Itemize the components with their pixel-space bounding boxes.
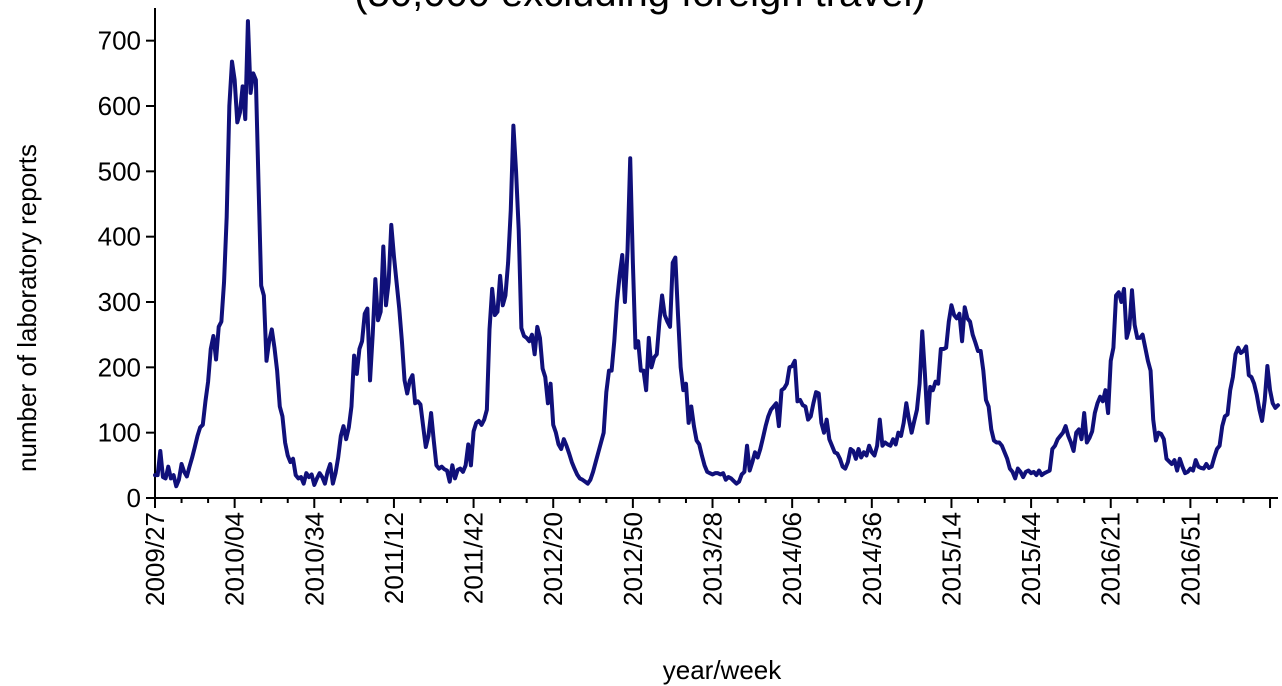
- y-axis-title: number of laboratory reports: [12, 144, 42, 472]
- x-tick-label: 2011/12: [379, 512, 409, 604]
- axes: [154, 8, 1278, 499]
- y-axis-ticks: 0 100 200 300 400 500 600 700: [98, 26, 155, 513]
- y-tick-label: 400: [98, 222, 141, 252]
- x-tick-label: 2009/27: [140, 512, 170, 606]
- x-tick-label: 2015/14: [936, 512, 966, 606]
- chart-title: (50,000 excluding foreign travel): [354, 0, 925, 15]
- x-tick-label: 2014/06: [777, 512, 807, 606]
- x-tick-label: 2012/50: [618, 512, 648, 606]
- x-tick-label: 2010/04: [220, 512, 250, 606]
- x-tick-label: 2013/28: [698, 512, 728, 606]
- x-tick-label: 2010/34: [299, 512, 329, 606]
- y-tick-label: 300: [98, 287, 141, 317]
- x-tick-label: 2016/21: [1096, 512, 1126, 606]
- y-tick-label: 500: [98, 156, 141, 186]
- x-axis-title: year/week: [663, 655, 782, 685]
- y-tick-label: 100: [98, 418, 141, 448]
- x-tick-label: 2015/44: [1016, 512, 1046, 606]
- series-line: [153, 19, 1280, 489]
- x-tick-label: 2014/36: [857, 512, 887, 606]
- x-tick-label: 2012/20: [538, 512, 568, 606]
- y-tick-label: 0: [127, 483, 141, 513]
- x-tick-label: 2016/51: [1175, 512, 1205, 606]
- x-axis-ticks: 2009/27 2010/04 2010/34 2011/12 2011/42 2012/…: [140, 498, 1272, 606]
- y-tick-label: 200: [98, 352, 141, 382]
- series-group: [153, 19, 1280, 489]
- y-tick-label: 700: [98, 26, 141, 56]
- x-tick-label: 2011/42: [459, 512, 489, 604]
- y-tick-label: 600: [98, 91, 141, 121]
